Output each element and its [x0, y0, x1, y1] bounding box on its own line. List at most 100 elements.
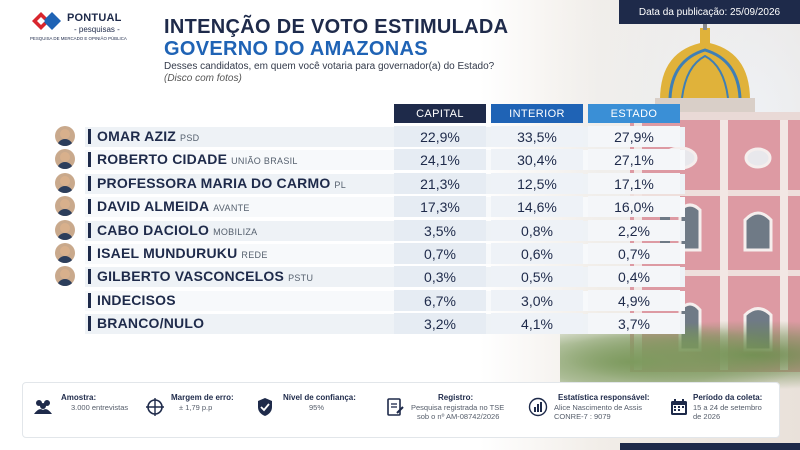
column-header-estado: ESTADO [588, 104, 680, 123]
value-estado: 0,7% [588, 243, 680, 264]
sample-label: Amostra: [61, 393, 97, 402]
footer-statistician: Estatística responsável: Alice Nasciment… [528, 391, 658, 433]
row-marker [88, 293, 91, 308]
photo-head [60, 246, 70, 256]
value-estado: 2,2% [588, 220, 680, 241]
value-capital: 3,5% [394, 220, 486, 241]
methodology-footer: Amostra: 3.000 entrevistas Margem de err… [22, 382, 780, 438]
photo-head [60, 129, 70, 139]
logo-name: PONTUAL [67, 12, 122, 24]
value-capital: 21,3% [394, 173, 486, 194]
value-interior: 12,5% [491, 173, 583, 194]
photo-head [60, 152, 70, 162]
candidate-name-text: GILBERTO VASCONCELOS [97, 268, 285, 284]
row-marker [88, 316, 91, 331]
value-estado: 17,1% [588, 173, 680, 194]
candidate-name-text: INDECISOS [97, 292, 176, 308]
candidate-name: PROFESSORA MARIA DO CARMO PL [97, 175, 346, 191]
candidate-name-text: CABO DACIOLO [97, 222, 210, 238]
value-capital: 0,3% [394, 266, 486, 287]
table-row: OMAR AZIZ PSD 22,9% 33,5% 27,9% [55, 126, 685, 147]
row-marker [88, 152, 91, 167]
photo-shirt [57, 279, 73, 286]
confidence-value: 95% [309, 403, 325, 412]
candidate-photo [55, 266, 75, 286]
candidate-party: MOBILIZA [213, 227, 258, 237]
crosshair-icon [146, 398, 164, 416]
photo-shirt [57, 139, 73, 146]
registration-text: Pesquisa registrada no TSE sob o nº AM-0… [411, 403, 504, 421]
publication-date-badge: Data da publicação: 25/09/2026 [619, 0, 800, 24]
logo-mark-icon [32, 12, 61, 30]
registration-line2: sob o nº AM-08742/2026 [417, 412, 500, 421]
document-icon [387, 398, 404, 416]
row-marker [88, 269, 91, 284]
value-capital: 17,3% [394, 196, 486, 217]
candidate-party: REDE [241, 250, 268, 260]
photo-shirt [57, 186, 73, 193]
statistician-line1: Alice Nascimento de Assis [554, 403, 642, 412]
confidence-label: Nível de confiança: [283, 393, 356, 402]
statistician-text: Alice Nascimento de Assis CONRE-7 : 9079 [554, 403, 642, 421]
photo-shirt [57, 209, 73, 216]
candidate-party: AVANTE [213, 203, 250, 213]
value-estado: 27,9% [588, 126, 680, 147]
margin-label: Margem de erro: [171, 393, 234, 402]
candidate-photo [55, 173, 75, 193]
candidate-name: DAVID ALMEIDA AVANTE [97, 198, 250, 214]
value-capital: 24,1% [394, 149, 486, 170]
table-row: ROBERTO CIDADE UNIÃO BRASIL 24,1% 30,4% 27,1… [55, 149, 685, 170]
value-capital: 22,9% [394, 126, 486, 147]
row-marker [88, 199, 91, 214]
footer-registration: Registro: Pesquisa registrada no TSE sob… [385, 391, 515, 433]
table-row: CABO DACIOLO MOBILIZA 3,5% 0,8% 2,2% [55, 220, 685, 241]
table-row: GILBERTO VASCONCELOS PSTU 0,3% 0,5% 0,4% [55, 266, 685, 287]
people-icon [34, 400, 52, 414]
candidate-party: PL [334, 180, 347, 190]
pontual-logo: PONTUAL - pesquisas - PESQUISA DE MERCAD… [30, 8, 130, 48]
registration-line1: Pesquisa registrada no TSE [411, 403, 505, 412]
footer-confidence: Nível de confiança: 95% [255, 391, 365, 433]
value-capital: 6,7% [394, 290, 486, 311]
logo-tagline: PESQUISA DE MERCADO E OPINIÃO PÚBLICA [30, 36, 127, 41]
candidate-photo [55, 220, 75, 240]
value-interior: 0,8% [491, 220, 583, 241]
statistician-line2: CONRE-7 : 9079 [554, 412, 611, 421]
candidate-photo [55, 126, 75, 146]
column-header-interior: INTERIOR [491, 104, 583, 123]
table-row: BRANCO/NULO 3,2% 4,1% 3,7% [55, 313, 685, 334]
chart-subtitle: GOVERNO DO AMAZONAS [164, 38, 428, 60]
candidate-party: PSTU [288, 273, 314, 283]
chart-title: INTENÇÃO DE VOTO ESTIMULADA [164, 16, 509, 38]
candidate-name: BRANCO/NULO [97, 315, 204, 331]
candidate-photo [55, 149, 75, 169]
value-interior: 14,6% [491, 196, 583, 217]
value-interior: 0,6% [491, 243, 583, 264]
candidate-name-text: DAVID ALMEIDA [97, 198, 210, 214]
survey-question: Desses candidatos, em quem você votaria … [164, 61, 524, 85]
candidate-name: GILBERTO VASCONCELOS PSTU [97, 268, 313, 284]
candidate-name: CABO DACIOLO MOBILIZA [97, 222, 257, 238]
candidate-photo [55, 196, 75, 216]
row-marker [88, 246, 91, 261]
logo-sub: - pesquisas - [74, 25, 120, 34]
candidate-photo [55, 243, 75, 263]
period-line2: de 2026 [693, 412, 721, 421]
period-text: 15 a 24 de setembro de 2026 [693, 403, 762, 421]
candidate-name-text: PROFESSORA MARIA DO CARMO [97, 175, 331, 191]
row-marker [88, 129, 91, 144]
table-row: PROFESSORA MARIA DO CARMO PL 21,3% 12,5% 17,… [55, 173, 685, 194]
photo-head [60, 223, 70, 233]
value-interior: 4,1% [491, 313, 583, 334]
value-estado: 4,9% [588, 290, 680, 311]
photo-shirt [57, 162, 73, 169]
value-capital: 0,7% [394, 243, 486, 264]
candidate-name: OMAR AZIZ PSD [97, 128, 199, 144]
value-estado: 0,4% [588, 266, 680, 287]
value-interior: 3,0% [491, 290, 583, 311]
question-text: Desses candidatos, em quem você votaria … [164, 61, 495, 72]
photo-head [60, 176, 70, 186]
photo-shirt [57, 233, 73, 240]
shield-check-icon [258, 398, 272, 416]
period-label: Período da coleta: [693, 393, 763, 402]
